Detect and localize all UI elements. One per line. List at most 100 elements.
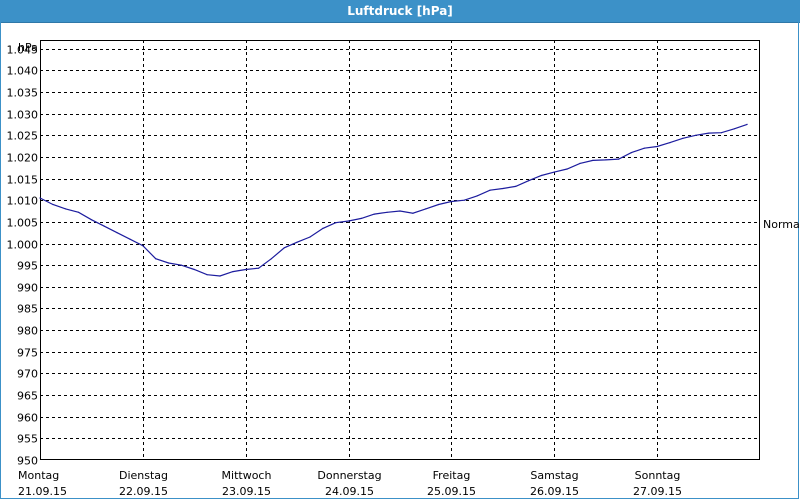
pressure-series-line (39, 123, 748, 277)
y-tick-label: 1.035 (7, 87, 39, 100)
data-point (579, 162, 581, 164)
data-point (193, 268, 195, 271)
data-point (245, 268, 247, 271)
data-point (630, 152, 633, 154)
data-point (515, 185, 517, 187)
data-point (373, 213, 375, 215)
data-point (708, 132, 710, 134)
data-point (52, 203, 54, 206)
data-point (322, 227, 324, 229)
data-point (669, 142, 671, 144)
data-point (360, 217, 362, 219)
data-point (682, 137, 684, 139)
data-point (309, 236, 311, 238)
x-tick-date-label: 23.09.15 (222, 485, 271, 498)
x-tick-date-label: 21.09.15 (18, 485, 67, 498)
y-tick-label: 1.025 (7, 130, 39, 143)
data-point (566, 168, 568, 170)
y-tick-label: 980 (17, 325, 38, 338)
data-point (180, 264, 182, 266)
data-point (155, 258, 157, 260)
x-tick-day-label: Montag (18, 469, 59, 482)
y-axis-label: hPa (18, 41, 38, 54)
y-tick-label: 970 (17, 368, 38, 381)
data-point (618, 158, 620, 160)
y-tick-label: 955 (17, 433, 38, 446)
data-point (103, 225, 105, 227)
y-tick-label: 1.030 (7, 109, 39, 122)
x-tick-date-label: 25.09.15 (427, 485, 476, 498)
y-tick-label: 965 (17, 390, 38, 403)
x-tick-day-label: Sonntag (635, 469, 681, 482)
data-point (65, 208, 67, 210)
data-point (656, 145, 658, 148)
x-tick-date-label: 27.09.15 (633, 485, 682, 498)
y-tick-label: 1.010 (7, 195, 39, 208)
y-tick-label: 1.020 (7, 152, 39, 165)
data-point (78, 211, 80, 213)
data-point (270, 258, 272, 260)
x-tick-day-label: Dienstag (119, 469, 168, 482)
data-point (90, 219, 92, 221)
y-tick-label: 1.015 (7, 174, 39, 187)
data-point (142, 245, 144, 247)
data-point (553, 171, 555, 173)
y-tick-label: 975 (17, 347, 38, 360)
data-point (528, 180, 530, 182)
y-tick-label: 990 (17, 282, 38, 295)
data-point (129, 238, 131, 240)
data-point (219, 275, 221, 277)
y-tick-label: 1.040 (7, 65, 39, 78)
data-point (438, 203, 440, 206)
data-point (39, 197, 41, 199)
data-point (168, 262, 170, 264)
x-tick-day-label: Freitag (433, 469, 471, 482)
x-tick-date-label: 22.09.15 (119, 485, 168, 498)
data-point (116, 232, 118, 234)
x-tick-day-label: Mittwoch (222, 469, 272, 482)
data-point (258, 267, 260, 269)
data-point (540, 174, 543, 177)
data-point (206, 274, 208, 276)
window-title: Luftdruck [hPa] (347, 4, 453, 18)
data-point (386, 211, 388, 213)
data-point (695, 134, 697, 136)
y-tick-label: 1.045 (7, 44, 39, 57)
data-point (399, 210, 401, 212)
data-point (720, 132, 723, 134)
data-point (335, 222, 337, 224)
data-point (463, 199, 465, 201)
window-frame (0, 22, 799, 499)
data-point (232, 271, 234, 273)
plot-border (40, 40, 760, 460)
plot-area (40, 40, 760, 460)
y-tick-label: 950 (17, 455, 38, 468)
data-point (502, 187, 504, 190)
data-point (296, 241, 298, 243)
window-title-bar: Luftdruck [hPa] (0, 0, 800, 23)
data-point (425, 208, 427, 210)
reference-label: Normal (763, 218, 800, 231)
y-tick-label: 1.005 (7, 217, 39, 230)
x-tick-day-label: Samstag (530, 469, 578, 482)
data-point (605, 159, 607, 161)
data-point (746, 123, 748, 125)
data-point (592, 159, 594, 161)
data-point (348, 220, 350, 222)
x-tick-date-label: 26.09.15 (530, 485, 579, 498)
y-tick-label: 960 (17, 412, 38, 425)
data-point (283, 247, 285, 249)
y-tick-label: 1.000 (7, 239, 39, 252)
y-tick-label: 995 (17, 260, 38, 273)
data-point (450, 200, 452, 203)
x-tick-day-label: Donnerstag (317, 469, 381, 482)
data-point (412, 212, 414, 214)
data-point (489, 189, 491, 191)
data-point (733, 128, 735, 130)
x-tick-date-label: 24.09.15 (325, 485, 374, 498)
y-tick-label: 985 (17, 303, 38, 316)
data-point (476, 195, 478, 197)
data-point (643, 147, 645, 149)
